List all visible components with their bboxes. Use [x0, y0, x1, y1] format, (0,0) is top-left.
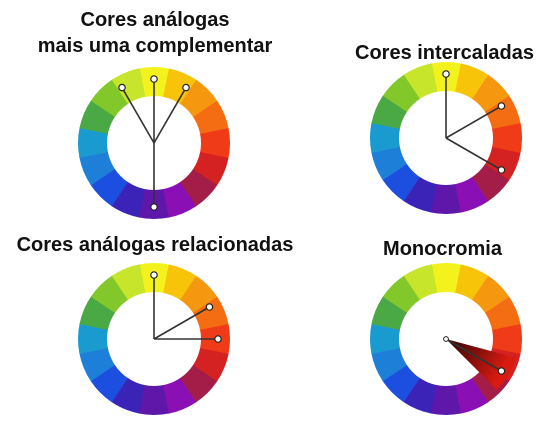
selector-line — [153, 306, 210, 340]
wheel-segment — [79, 347, 115, 382]
wheel-segment — [371, 296, 408, 330]
selector-marker — [150, 203, 158, 211]
title-line-2: mais uma complementar — [37, 35, 273, 57]
wheel-segment — [79, 151, 115, 186]
title-monochrome: Monocromia — [383, 238, 502, 260]
selector-line — [121, 87, 155, 144]
wheel-segment — [90, 364, 128, 403]
wheel-segment — [430, 384, 461, 415]
wheel-segment — [162, 182, 197, 218]
wheel-segment — [403, 377, 437, 414]
wheel-segment — [192, 348, 229, 382]
selector-marker — [182, 83, 190, 92]
title-analogous-plus-complement: Cores análogas mais uma complementar — [0, 7, 310, 59]
selector-marker — [497, 102, 506, 110]
title-related-analogous: Cores análogas relacionadas — [16, 234, 294, 256]
wheel-segment — [111, 68, 146, 104]
wheel-segment — [454, 378, 489, 414]
wheel-segment — [403, 63, 438, 99]
selector-marker — [150, 271, 158, 279]
wheel-segment — [371, 95, 408, 129]
wheel-segment — [111, 264, 146, 300]
wheel-segment — [455, 63, 489, 100]
wheel-segment — [163, 264, 197, 301]
wheel-segment — [382, 163, 420, 202]
center-marker — [443, 336, 449, 342]
wheel-segment — [193, 296, 229, 331]
wheel-segment — [454, 177, 489, 213]
wheel-segment — [78, 323, 109, 354]
wheel-segment — [192, 152, 229, 186]
title-line-1: Cores análogas — [80, 9, 230, 31]
selector-marker — [214, 335, 222, 343]
wheel-segment — [471, 365, 510, 403]
wheel-segment — [180, 79, 218, 118]
selector-marker — [497, 166, 506, 174]
wheel-segment — [382, 74, 421, 112]
wheel-segment — [199, 128, 230, 159]
wheel-segment — [485, 95, 521, 130]
selector-marker — [150, 75, 158, 83]
wheel-segment — [79, 296, 116, 330]
wheel-segment — [179, 365, 218, 403]
wheel-segment — [484, 147, 521, 181]
wheel-segment — [472, 74, 510, 113]
selector-marker — [118, 83, 126, 92]
title-interleaved: Cores intercaladas — [355, 42, 534, 64]
wheel-segment — [78, 127, 109, 158]
wheel-segment — [180, 275, 218, 314]
wheel-segment — [90, 79, 129, 117]
wheel-segment — [370, 323, 401, 354]
wheel-segment — [491, 123, 522, 154]
wheel-segment — [430, 183, 461, 214]
wheel-segment — [179, 169, 218, 207]
selector-marker — [442, 70, 450, 78]
wheel-segment — [90, 275, 129, 313]
wheel-segment — [163, 68, 197, 105]
selector-marker — [205, 303, 214, 311]
wheel-segment — [485, 296, 521, 331]
selector-line — [153, 87, 187, 144]
monochrome-wedge — [446, 339, 516, 390]
wheel-segment — [162, 378, 197, 414]
wheel-segment — [371, 347, 407, 382]
wheel-segment — [403, 264, 438, 300]
wheel-segment — [193, 100, 229, 135]
selector-line — [445, 105, 502, 139]
wheel-segment — [431, 263, 462, 294]
wheel-segment — [472, 275, 510, 314]
color-wheel-monochrome — [370, 263, 522, 415]
wheel-segment — [471, 164, 510, 202]
wheel-segment — [455, 264, 489, 301]
wheel-segment — [79, 100, 116, 134]
color-wheel-analogous-plus-complement — [78, 67, 230, 219]
selector-line — [445, 137, 502, 171]
color-wheel-interleaved — [370, 62, 522, 214]
wheel-segment — [382, 275, 421, 313]
wheel-segment — [371, 146, 407, 181]
wheel-segment — [370, 122, 401, 153]
wheel-segment — [90, 168, 128, 207]
wheel-segment — [382, 364, 420, 403]
wheel-segment — [491, 324, 522, 355]
selector-marker — [497, 367, 506, 375]
wheel-segment — [403, 176, 437, 213]
selector-line — [445, 338, 502, 372]
wheel-segment — [138, 384, 169, 415]
color-wheel-related-analogous — [78, 263, 230, 415]
wheel-segment — [111, 377, 145, 414]
wheel-segment — [111, 181, 145, 218]
